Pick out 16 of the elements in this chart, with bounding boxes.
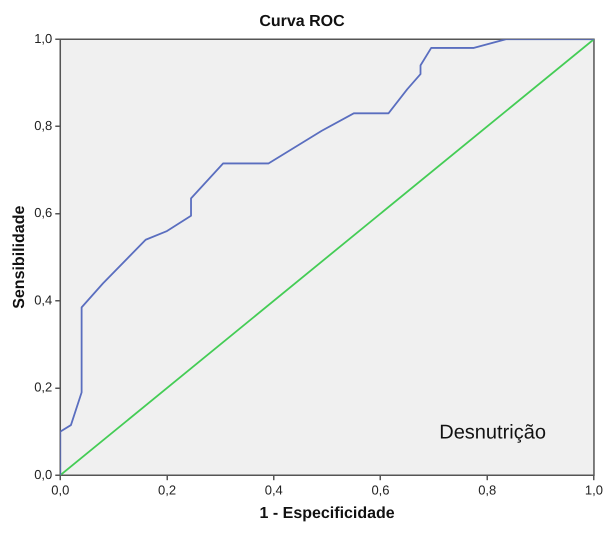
y-tick-label: 0,8 bbox=[34, 118, 52, 133]
chart-title: Curva ROC bbox=[259, 13, 346, 30]
x-axis-title: 1 - Especificidade bbox=[260, 504, 395, 522]
x-tick-label: 0,4 bbox=[264, 482, 283, 498]
y-tick-label: 0,6 bbox=[34, 205, 52, 220]
x-tick-label: 0,2 bbox=[158, 482, 176, 498]
y-tick-label: 0,4 bbox=[34, 292, 52, 308]
annotation: Desnutrição bbox=[439, 422, 546, 444]
y-tick-label: 0,2 bbox=[34, 380, 52, 395]
x-tick-label: 0,8 bbox=[478, 482, 496, 498]
x-tick-label: 0,0 bbox=[51, 482, 70, 498]
y-axis-title: Sensibilidade bbox=[11, 206, 28, 309]
x-tick-label: 0,6 bbox=[371, 482, 390, 498]
y-tick-label: 1,0 bbox=[34, 30, 52, 46]
x-tick-label: 1,0 bbox=[584, 482, 604, 498]
y-tick-label: 0,0 bbox=[34, 466, 52, 482]
